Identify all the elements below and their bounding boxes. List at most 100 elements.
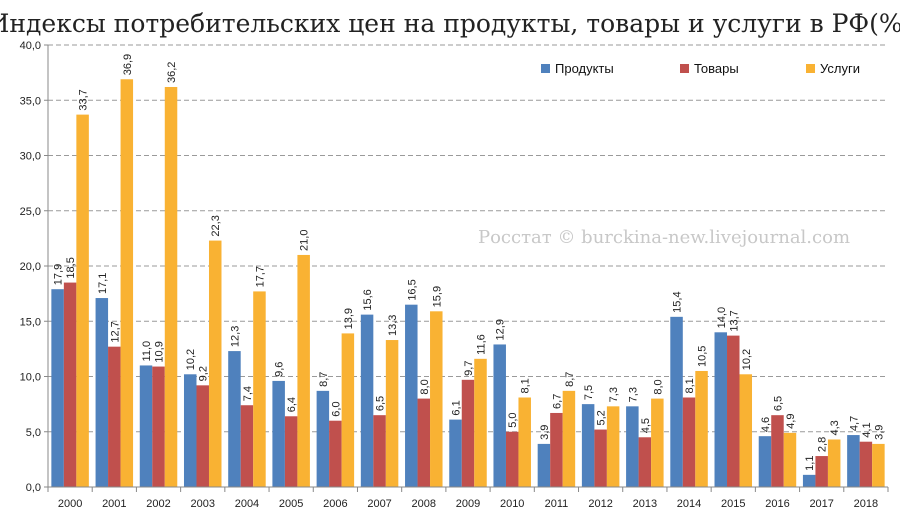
data-label: 4,6: [760, 417, 772, 432]
bar: [606, 406, 620, 487]
data-label: 15,4: [672, 291, 684, 312]
bar: [120, 79, 134, 487]
data-label: 13,9: [343, 308, 355, 329]
bar: [228, 351, 241, 487]
x-tick-label: 2017: [809, 498, 833, 510]
y-tick-label: 5,0: [26, 427, 41, 439]
legend-swatch: [806, 64, 815, 73]
bar: [253, 291, 266, 487]
data-label: 9,6: [274, 362, 286, 377]
data-label: 16,5: [406, 279, 418, 300]
data-label: 17,1: [97, 273, 109, 294]
y-tick-label: 30,0: [20, 151, 41, 163]
y-tick-label: 15,0: [20, 316, 41, 328]
data-label: 1,1: [804, 456, 816, 471]
bar: [827, 439, 841, 487]
data-label: 6,1: [451, 400, 463, 415]
bar: [240, 405, 254, 487]
bar: [139, 365, 153, 487]
data-label: 36,9: [122, 54, 134, 75]
x-tick-label: 2014: [677, 498, 701, 510]
bar: [76, 114, 89, 488]
data-label: 2,8: [817, 437, 829, 452]
bar: [771, 415, 784, 487]
data-label: 6,5: [375, 396, 387, 411]
bar: [758, 436, 772, 487]
data-label: 11,0: [141, 341, 153, 362]
data-label: 15,9: [431, 286, 443, 307]
bar: [783, 432, 797, 487]
x-tick-label: 2010: [500, 498, 524, 510]
bar: [550, 412, 563, 487]
data-label: 8,7: [564, 372, 576, 387]
x-tick-label: 2013: [633, 498, 657, 510]
data-label: 14,0: [716, 307, 728, 328]
y-tick-label: 0,0: [26, 482, 41, 494]
bar: [449, 419, 462, 487]
axes: 0,0 5,0 10,0 15,0 20,0 25,0 30,0 35,0 40,0 2000 20…: [20, 40, 889, 510]
data-label: 6,0: [330, 401, 342, 416]
bar: [461, 379, 475, 487]
bar: [682, 397, 696, 487]
bar: [360, 314, 374, 487]
data-labels: 17,9 17,1 11,0 10,2 12,3 9,6 8,7 15,6 16,5 6,1 12,…: [53, 54, 886, 471]
data-label: 4,7: [848, 416, 860, 431]
data-label: 22,3: [210, 215, 222, 236]
data-label: 6,7: [551, 394, 563, 409]
bar: [63, 282, 77, 487]
data-label: 10,5: [697, 346, 709, 367]
data-label: 36,2: [166, 62, 178, 83]
bar: [518, 397, 531, 487]
y-tick-label: 25,0: [20, 206, 41, 218]
bar: [329, 420, 342, 487]
bar: [872, 443, 885, 487]
chart-title: Индексы потребительских цен на продукты,…: [0, 9, 900, 38]
x-tick-label: 2001: [102, 498, 126, 510]
bar: [581, 404, 595, 487]
bar: [626, 406, 639, 487]
data-label: 10,2: [741, 349, 753, 370]
data-label: 21,0: [299, 230, 311, 251]
data-label: 9,2: [198, 366, 210, 381]
bar: [284, 416, 298, 487]
bar: [714, 332, 728, 487]
bars: [51, 79, 885, 488]
data-label: 6,4: [286, 397, 298, 412]
data-label: 6,5: [772, 396, 784, 411]
watermark-text: Росстат © burckina-new.livejournal.com: [478, 227, 850, 248]
x-tick-label: 2012: [588, 498, 612, 510]
data-label: 13,3: [387, 315, 399, 336]
data-label: 8,1: [684, 378, 696, 393]
x-tick-label: 2003: [190, 498, 214, 510]
bar: [95, 298, 109, 487]
data-label: 4,9: [785, 414, 797, 429]
bar: [417, 398, 431, 487]
x-tick-label: 2018: [854, 498, 878, 510]
x-tick-label: 2009: [456, 498, 480, 510]
data-label: 3,9: [539, 425, 551, 440]
legend-swatch: [541, 64, 550, 73]
data-label: 4,5: [640, 418, 652, 433]
bar: [316, 390, 330, 487]
data-label: 7,5: [583, 385, 595, 400]
x-tick-label: 2000: [58, 498, 82, 510]
bar: [802, 474, 816, 487]
bar: [594, 429, 607, 487]
bar: [505, 431, 519, 487]
bar: [651, 398, 664, 487]
data-label: 3,9: [873, 425, 885, 440]
legend-swatch: [680, 64, 689, 73]
y-tick-label: 20,0: [20, 261, 41, 273]
data-label: 4,1: [861, 422, 873, 437]
data-label: 9,7: [463, 361, 475, 376]
bar: [297, 254, 310, 487]
x-tick-label: 2004: [235, 498, 259, 510]
data-label: 13,7: [728, 310, 740, 331]
data-label: 12,7: [109, 321, 121, 342]
x-tick-label: 2011: [545, 498, 569, 510]
bar: [859, 441, 873, 487]
data-label: 8,7: [318, 372, 330, 387]
data-label: 7,4: [242, 386, 254, 401]
bar: [196, 385, 209, 487]
